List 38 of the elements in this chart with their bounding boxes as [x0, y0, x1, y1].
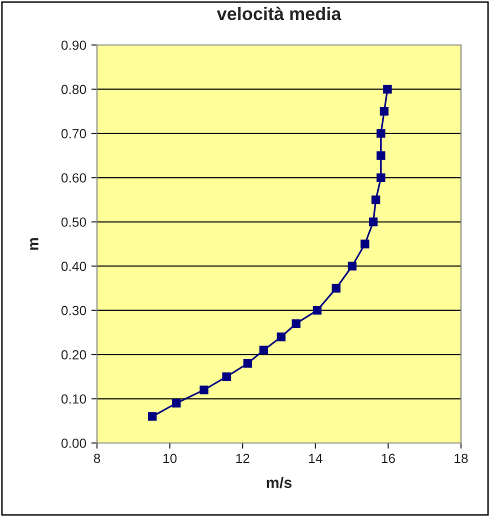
point [332, 284, 340, 293]
point [360, 240, 370, 248]
y-axis-title: m [30, 238, 38, 250]
point [371, 195, 380, 204]
point [383, 84, 392, 94]
x-axis-title: m/s [266, 476, 292, 488]
point [222, 372, 231, 382]
point [200, 386, 208, 394]
x-tick-label: 12 [236, 454, 250, 463]
y-tick-label: 0.20 [61, 350, 86, 360]
y-tick-label: 0.10 [61, 394, 86, 404]
y-tick-label: 0.90 [61, 40, 86, 50]
point [348, 262, 357, 270]
y-tick-label: 0.50 [61, 217, 86, 227]
point [259, 346, 268, 354]
y-tick-label: 0.30 [61, 306, 86, 316]
x-tick-label: 18 [454, 454, 468, 464]
point [368, 218, 378, 226]
point [376, 129, 386, 138]
point [172, 398, 181, 408]
x-tick-label: 8 [94, 454, 100, 464]
y-tick-label: 0.00 [61, 438, 86, 448]
point [243, 359, 252, 368]
x-tick-label: 16 [382, 454, 395, 464]
point [276, 332, 286, 342]
point [148, 412, 157, 421]
point [376, 173, 386, 182]
chart-title: velocità media [216, 6, 342, 20]
point [292, 319, 300, 328]
y-tick-label: 0.80 [61, 84, 86, 94]
y-tick-label: 0.40 [61, 262, 86, 272]
point [312, 306, 322, 315]
y-tick-label: 0.70 [61, 129, 86, 138]
x-tick-label: 10 [163, 454, 177, 464]
x-tick-label: 14 [309, 454, 322, 463]
point [376, 151, 386, 160]
point [380, 106, 389, 116]
y-tick-label: 0.60 [61, 173, 86, 183]
